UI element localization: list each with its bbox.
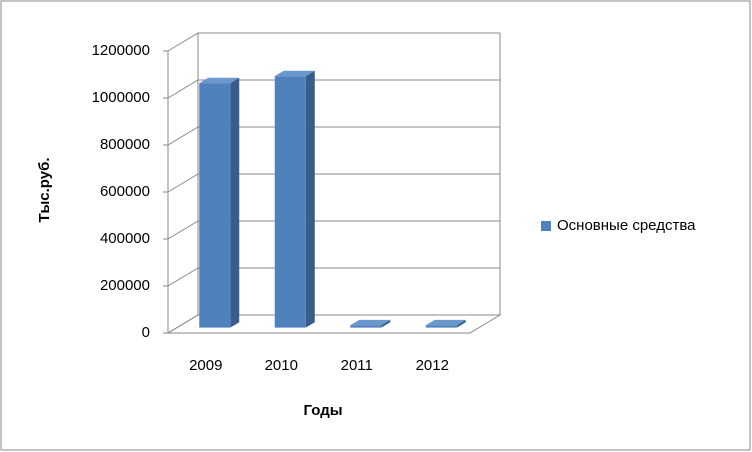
legend-label: Основные средства [557,217,696,234]
bar-top [425,319,466,326]
grid-line [167,173,500,193]
x-tick-label: 2012 [416,357,449,374]
grid-line [167,267,500,287]
grid-line [167,314,500,334]
bar-side [381,319,391,328]
y-axis-title: Тыс.руб. [36,157,53,222]
y-tick-label: 0 [142,324,150,341]
legend-swatch [541,221,551,231]
bar-top [350,319,391,326]
y-tick-label: 200000 [100,277,150,294]
x-axis-title: Годы [303,402,342,419]
x-tick-label: 2010 [265,357,298,374]
grid-line [167,32,500,52]
bar [350,325,382,328]
x-tick-label: 2009 [189,357,222,374]
y-tick-label: 600000 [100,183,150,200]
y-tick-label: 400000 [100,230,150,247]
y-tick-label: 1200000 [92,42,150,59]
bar-top [199,77,240,84]
x-tick-label: 2011 [341,357,373,374]
bar-side [456,319,466,328]
bar-top [274,70,315,77]
y-tick-label: 800000 [100,136,150,153]
bar [274,76,306,328]
grid-line [167,126,500,146]
y-tick-label: 1000000 [92,89,150,106]
bar-side [230,77,240,328]
bar [425,325,457,328]
grid-line [167,79,500,99]
bar [199,83,231,328]
grid-line [167,220,500,240]
bar-side [305,70,315,328]
